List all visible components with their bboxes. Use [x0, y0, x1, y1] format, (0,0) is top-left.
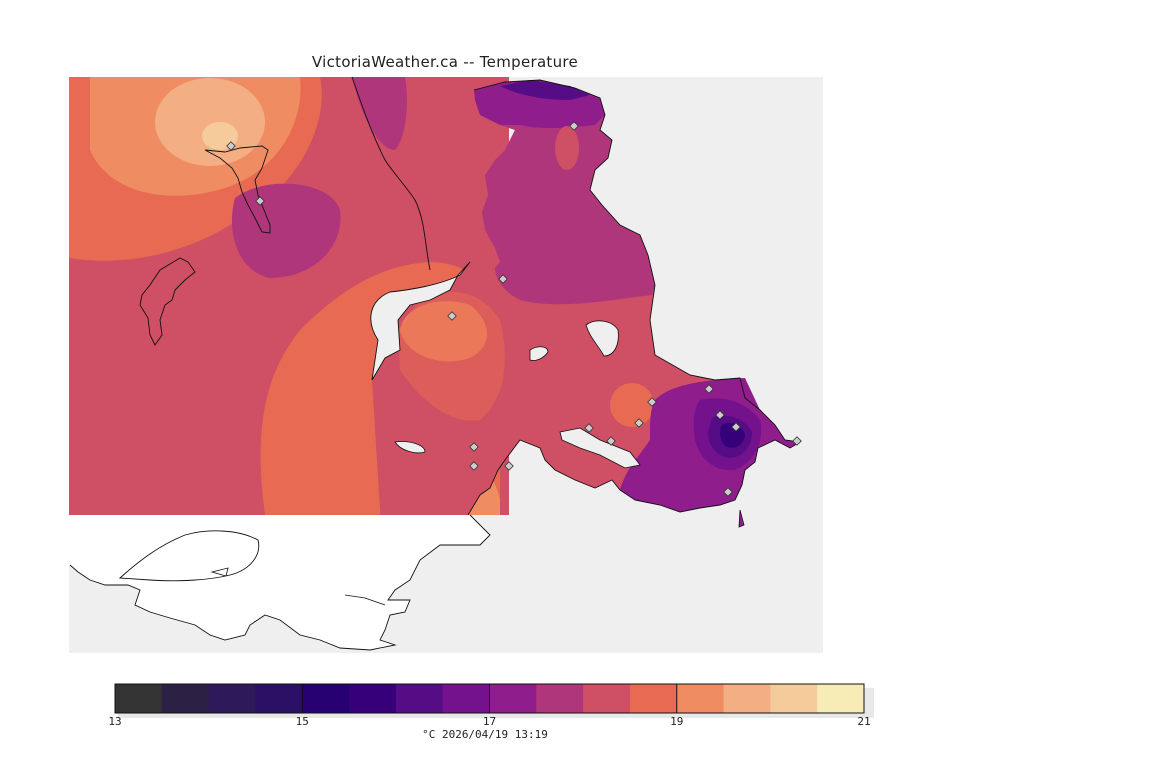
colorbar-swatch — [302, 684, 350, 713]
colorbar-tick-label: 13 — [108, 715, 121, 728]
saanich-peninsula — [370, 79, 802, 530]
colorbar-tick-label: 17 — [483, 715, 496, 728]
colorbar-tick-label: 19 — [670, 715, 683, 728]
south-shore — [69, 514, 491, 651]
colorbar-tick-label: 21 — [857, 715, 870, 728]
station-marker[interactable] — [469, 442, 479, 452]
station-marker[interactable] — [584, 423, 594, 433]
colorbar-swatch — [489, 684, 537, 713]
colorbar-ticks: 13 15 17 19 21 — [108, 684, 871, 728]
colorbar-swatch — [676, 684, 725, 713]
station-marker[interactable] — [704, 384, 714, 394]
colorbar-swatch — [255, 684, 303, 713]
colorbar-swatch — [208, 684, 256, 713]
station-marker[interactable] — [498, 274, 508, 284]
colorbar-swatch — [629, 684, 678, 713]
station-marker[interactable] — [647, 397, 657, 407]
station-marker[interactable] — [723, 487, 733, 497]
colorbar-swatch — [536, 684, 584, 713]
colorbar-swatches — [114, 683, 865, 714]
station-marker[interactable] — [634, 418, 644, 428]
station-marker[interactable] — [715, 410, 725, 420]
station-marker[interactable] — [792, 436, 802, 446]
station-marker[interactable] — [447, 311, 457, 321]
station-marker[interactable] — [731, 422, 741, 432]
western-water-features — [139, 76, 431, 454]
station-marker[interactable] — [569, 121, 579, 131]
colorbar-tick-label: 15 — [296, 715, 309, 728]
station-marker[interactable] — [469, 461, 479, 471]
colorbar-swatch — [770, 684, 818, 713]
colorbar-swatch — [349, 684, 397, 713]
colorbar-swatch — [161, 684, 210, 713]
colorbar-swatch — [723, 684, 771, 713]
station-marker[interactable] — [606, 436, 616, 446]
colorbar-swatch — [583, 684, 631, 713]
weather-stations — [226, 121, 802, 497]
colorbar-swatch — [115, 684, 163, 713]
station-marker[interactable] — [226, 141, 236, 151]
colorbar-swatch — [395, 684, 444, 713]
station-marker[interactable] — [255, 196, 265, 206]
colorbar-caption: °C 2026/04/19 13:19 — [422, 728, 548, 741]
colorbar-swatch — [442, 684, 490, 713]
colorbar-swatch — [817, 684, 865, 713]
map-title: VictoriaWeather.ca -- Temperature — [311, 53, 579, 71]
station-marker[interactable] — [504, 461, 514, 471]
